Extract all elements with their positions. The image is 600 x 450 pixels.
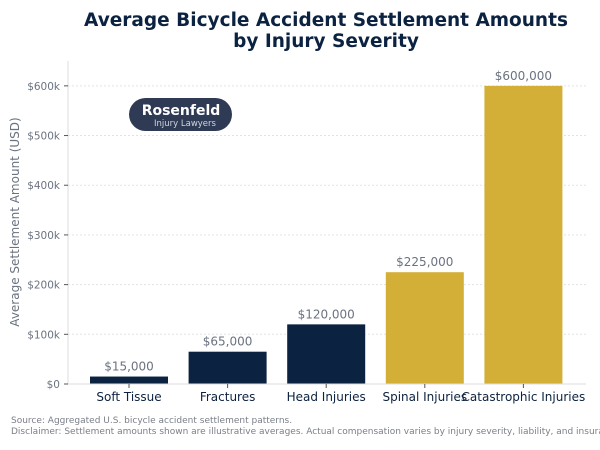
disclaimer-note: Disclaimer: Settlement amounts shown are… bbox=[11, 427, 600, 437]
y-axis: $0 $100k $200k $300k $400k $500k $600k bbox=[27, 61, 69, 391]
logo: Rosenfeld Injury Lawyers bbox=[129, 98, 232, 131]
data-label: $225,000 bbox=[396, 255, 453, 269]
y-tick-label: $400k bbox=[27, 180, 61, 192]
x-tick-label: Spinal Injuries bbox=[382, 390, 467, 404]
x-tick-label: Fractures bbox=[200, 390, 256, 404]
logo-name: Rosenfeld bbox=[142, 103, 221, 119]
y-tick-label: $200k bbox=[27, 280, 61, 292]
y-tick-label: $300k bbox=[27, 230, 61, 242]
x-axis: Soft Tissue Fractures Head Injuries Spinal … bbox=[68, 383, 586, 404]
bars: $15,000 $65,000 $120,000 $225,000 $600,000 bbox=[90, 69, 563, 384]
logo-badge bbox=[129, 98, 232, 131]
data-label: $65,000 bbox=[203, 335, 253, 349]
bar-fractures bbox=[188, 351, 267, 384]
logo-subtitle: Injury Lawyers bbox=[154, 119, 217, 129]
y-tick-label: $0 bbox=[47, 379, 60, 391]
chart-title-line-2: by Injury Severity bbox=[233, 31, 419, 52]
chart-title-line-1: Average Bicycle Accident Settlement Amou… bbox=[84, 10, 568, 31]
x-tick-label: Soft Tissue bbox=[96, 390, 161, 404]
y-tick-label: $600k bbox=[27, 81, 61, 93]
y-tick-label: $100k bbox=[27, 329, 61, 341]
data-label: $600,000 bbox=[495, 69, 552, 83]
source-note: Source: Aggregated U.S. bicycle accident… bbox=[11, 416, 292, 426]
data-label: $15,000 bbox=[104, 360, 154, 374]
bar-soft-tissue bbox=[90, 376, 168, 384]
bar-spinal-injuries bbox=[385, 272, 464, 384]
y-axis-label: Average Settlement Amount (USD) bbox=[8, 117, 22, 326]
y-tick-label: $500k bbox=[27, 131, 61, 143]
x-tick-label: Catastrophic Injuries bbox=[462, 390, 586, 404]
bar-catastrophic-injuries bbox=[484, 85, 563, 384]
bar-head-injuries bbox=[287, 324, 366, 384]
data-label: $120,000 bbox=[298, 307, 355, 321]
x-tick-label: Head Injuries bbox=[287, 390, 366, 404]
